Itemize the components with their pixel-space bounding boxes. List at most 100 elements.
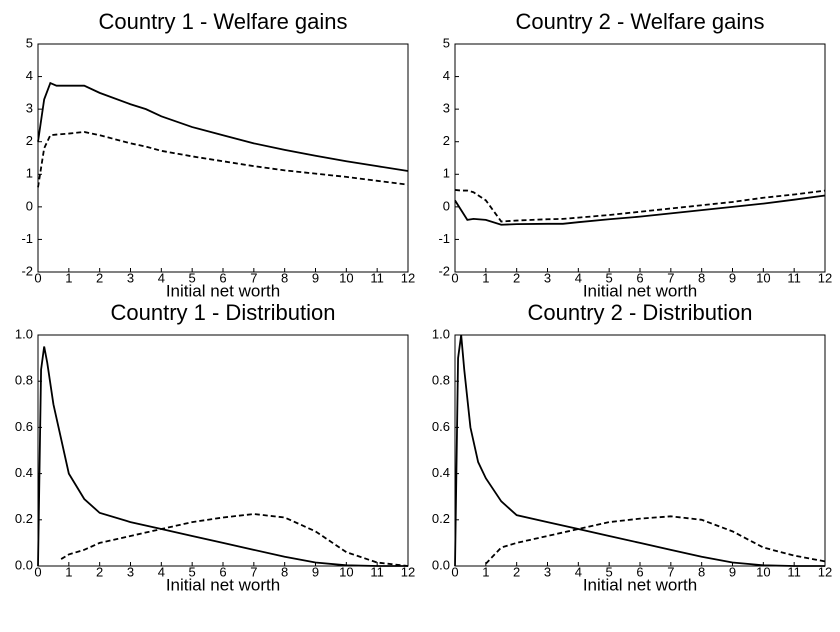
x-tick-label: 9 [729, 270, 736, 285]
x-tick-label: 2 [96, 270, 103, 285]
series-line [485, 515, 826, 565]
y-tick-label: 0.6 [432, 419, 450, 434]
y-tick-label: 0.2 [432, 511, 450, 526]
chart-title: Country 2 - Welfare gains [515, 9, 764, 34]
y-tick-label: 1 [443, 166, 450, 181]
y-tick-label: 0.6 [15, 419, 33, 434]
x-tick-label: 1 [482, 270, 489, 285]
x-tick-label: 11 [787, 564, 801, 579]
x-tick-label: 12 [818, 564, 832, 579]
y-tick-label: 0 [26, 198, 33, 213]
x-tick-label: 9 [729, 564, 736, 579]
x-axis-label: Initial net worth [583, 575, 697, 594]
x-tick-label: 4 [575, 564, 582, 579]
x-tick-label: 10 [339, 270, 353, 285]
x-tick-label: 1 [65, 270, 72, 285]
x-tick-label: 8 [281, 564, 288, 579]
y-tick-label: 4 [443, 68, 450, 83]
series-line [37, 346, 408, 567]
plot-frame [37, 43, 409, 273]
x-tick-label: 3 [544, 564, 551, 579]
y-tick-label: -2 [21, 263, 33, 278]
y-tick-label: 0 [443, 198, 450, 213]
x-tick-label: 2 [96, 564, 103, 579]
chart-title: Country 1 - Distribution [111, 300, 336, 325]
x-tick-label: 5 [189, 564, 196, 579]
x-tick-label: 11 [370, 564, 384, 579]
x-tick-label: 4 [575, 270, 582, 285]
x-tick-label: 6 [219, 564, 226, 579]
x-tick-label: 0 [34, 564, 41, 579]
x-tick-label: 3 [127, 564, 134, 579]
x-tick-label: 3 [544, 270, 551, 285]
plot-frame [37, 334, 409, 567]
x-tick-label: 5 [606, 270, 613, 285]
y-tick-label: -1 [438, 231, 450, 246]
chart-title: Country 2 - Distribution [528, 300, 753, 325]
y-tick-label: 0.4 [432, 465, 450, 480]
x-tick-label: 6 [636, 564, 643, 579]
x-axis-label: Initial net worth [166, 281, 280, 300]
y-tick-label: 1 [26, 166, 33, 181]
x-tick-label: 8 [281, 270, 288, 285]
y-tick-label: 5 [26, 35, 33, 50]
y-tick-label: 0.2 [15, 511, 33, 526]
series-line [37, 131, 409, 188]
x-tick-label: 5 [189, 270, 196, 285]
x-tick-label: 9 [312, 270, 319, 285]
series-line [454, 194, 826, 226]
x-tick-label: 1 [65, 564, 72, 579]
series-line [60, 513, 409, 567]
x-tick-label: 10 [756, 564, 770, 579]
x-tick-label: 12 [401, 270, 415, 285]
series-line [454, 189, 826, 223]
x-tick-label: 5 [606, 564, 613, 579]
x-tick-label: 8 [698, 564, 705, 579]
y-tick-label: 2 [26, 133, 33, 148]
x-tick-label: 6 [219, 270, 226, 285]
series-line [454, 334, 825, 567]
x-tick-label: 11 [370, 270, 384, 285]
y-tick-label: -1 [21, 231, 33, 246]
x-axis-label: Initial net worth [166, 575, 280, 594]
plot-frame [454, 334, 826, 567]
y-tick-label: 0.0 [15, 557, 33, 572]
x-tick-label: 8 [698, 270, 705, 285]
y-tick-label: 0.4 [15, 465, 33, 480]
x-tick-label: 10 [339, 564, 353, 579]
y-tick-label: 0.8 [15, 373, 33, 388]
x-tick-label: 0 [34, 270, 41, 285]
x-tick-label: 7 [667, 270, 674, 285]
y-tick-label: 5 [443, 35, 450, 50]
x-tick-label: 6 [636, 270, 643, 285]
plot-frame [454, 43, 826, 273]
x-tick-label: 7 [667, 564, 674, 579]
x-tick-label: 2 [513, 270, 520, 285]
x-tick-label: 3 [127, 270, 134, 285]
y-tick-label: 3 [443, 101, 450, 116]
x-tick-label: 9 [312, 564, 319, 579]
x-tick-label: 4 [158, 564, 165, 579]
chart-title: Country 1 - Welfare gains [98, 9, 347, 34]
x-tick-label: 12 [401, 564, 415, 579]
y-tick-label: 0.8 [432, 373, 450, 388]
x-tick-label: 12 [818, 270, 832, 285]
x-tick-label: 11 [787, 270, 801, 285]
y-tick-label: 4 [26, 68, 33, 83]
x-tick-label: 0 [451, 270, 458, 285]
x-axis-label: Initial net worth [583, 281, 697, 300]
series-line [37, 81, 409, 172]
y-tick-label: 1.0 [432, 326, 450, 341]
x-tick-label: 4 [158, 270, 165, 285]
y-tick-label: 1.0 [15, 326, 33, 341]
y-tick-label: 3 [26, 101, 33, 116]
x-tick-label: 0 [451, 564, 458, 579]
y-tick-label: 0.0 [432, 557, 450, 572]
x-tick-label: 1 [482, 564, 489, 579]
x-tick-label: 2 [513, 564, 520, 579]
x-tick-label: 10 [756, 270, 770, 285]
y-tick-label: -2 [438, 263, 450, 278]
y-tick-label: 2 [443, 133, 450, 148]
